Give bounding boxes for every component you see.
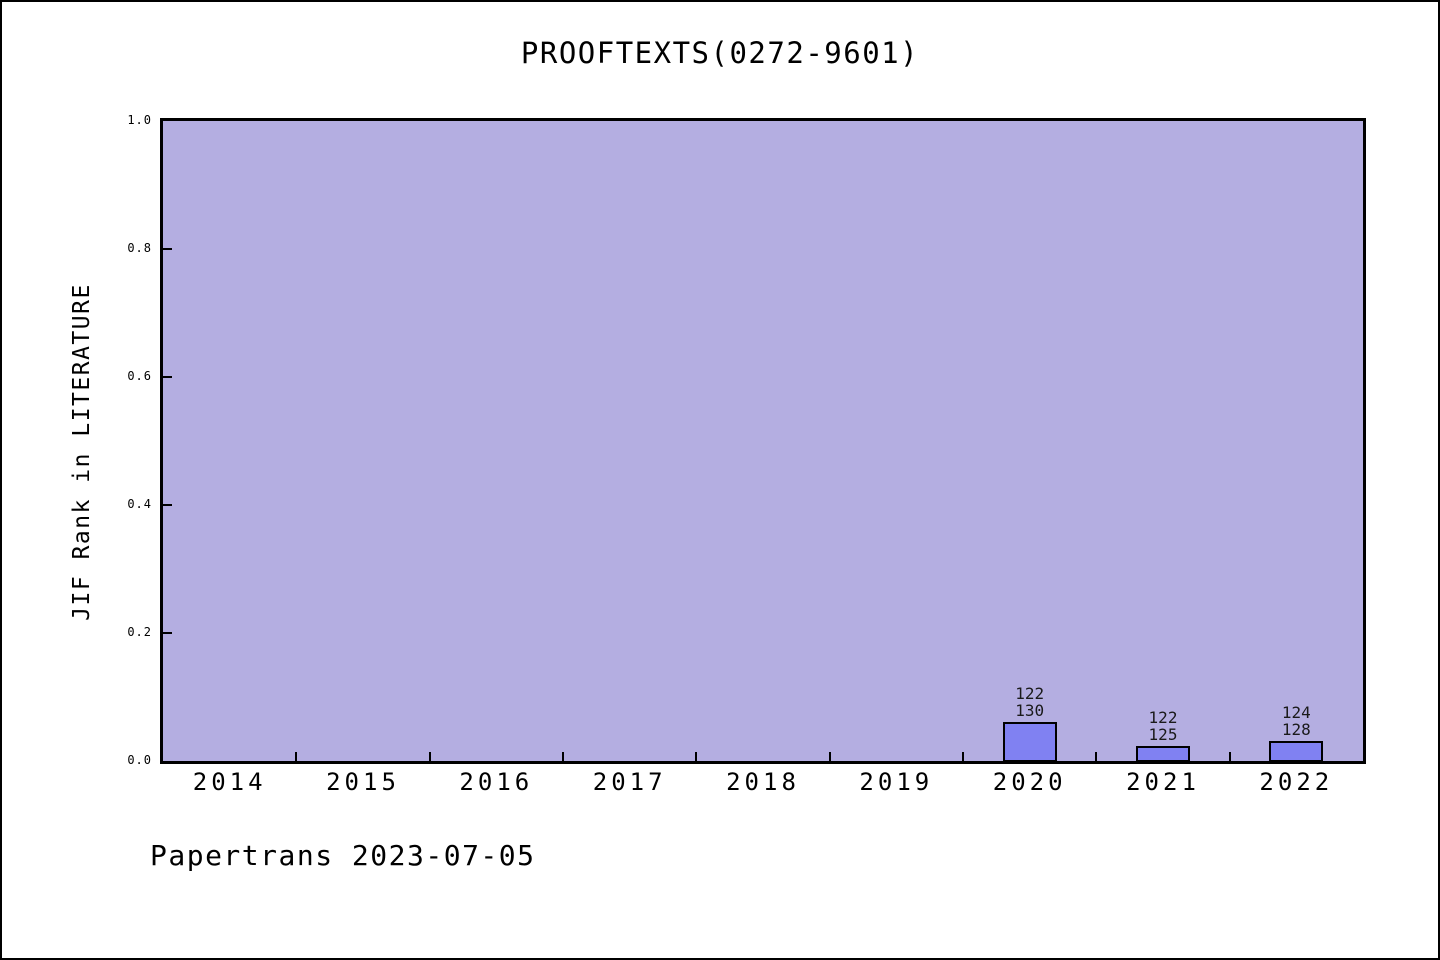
y-tick-label: 0.2 [127,625,152,639]
y-axis-title: JIF Rank in LITERATURE [69,283,95,621]
x-tick-label: 2016 [459,768,534,796]
x-tick [562,752,564,761]
x-tick-label: 2021 [1126,768,1200,796]
bar-value-line: 130 [1015,701,1045,720]
y-tick-label: 0.0 [127,753,152,767]
x-tick-label: 2020 [992,768,1067,796]
plot-area [160,118,1366,764]
x-tick-label: 2019 [859,768,934,796]
bar-value-line: 128 [1281,720,1311,739]
bar-value-line: 125 [1148,725,1178,744]
x-tick-label: 2014 [192,768,267,796]
bar-value-label: 122 125 [1093,709,1233,743]
y-tick-label: 0.6 [127,369,152,383]
y-tick-label: 1.0 [127,113,152,127]
chart-title: PROOFTEXTS(0272-9601) [520,36,920,70]
bar [1269,741,1324,762]
bar-value-line: 122 [1148,708,1178,727]
x-tick [428,752,431,761]
y-tick-label: 0.4 [127,497,152,511]
y-tick [163,504,172,506]
x-tick-label: 2018 [726,768,800,796]
x-tick [962,752,964,761]
watermark-text: Papertrans 2023-07-05 [150,839,536,872]
bar-value-line: 122 [1015,684,1045,703]
x-tick [1095,752,1098,761]
bar-value-label: 124 128 [1226,704,1366,738]
y-tick-label: 0.8 [127,241,152,255]
x-tick [695,752,698,761]
x-tick [1228,752,1231,761]
x-tick [295,752,298,761]
y-tick [163,632,172,634]
bar [1002,722,1057,762]
x-tick [828,752,831,761]
x-tick-label: 2017 [592,768,667,796]
x-tick-label: 2022 [1259,768,1334,796]
bar [1136,746,1190,762]
x-tick-label: 2015 [326,768,400,796]
bar-value-line: 124 [1281,703,1311,722]
y-tick [163,376,172,378]
bar-value-label: 122 130 [960,685,1100,719]
y-tick [163,248,172,250]
